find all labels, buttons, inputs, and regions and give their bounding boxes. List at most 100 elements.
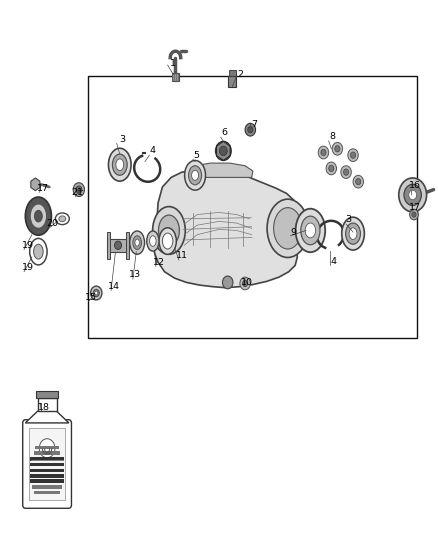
Ellipse shape <box>296 209 325 252</box>
Ellipse shape <box>152 207 185 254</box>
Polygon shape <box>31 178 40 191</box>
Text: 11: 11 <box>176 252 188 261</box>
Text: 17: 17 <box>409 203 421 212</box>
Circle shape <box>223 276 233 289</box>
Ellipse shape <box>30 204 47 228</box>
Bar <box>32 486 62 489</box>
Polygon shape <box>154 170 298 288</box>
Ellipse shape <box>109 148 131 181</box>
Bar <box>36 391 58 398</box>
Ellipse shape <box>147 231 159 251</box>
Text: 10: 10 <box>241 278 253 287</box>
Ellipse shape <box>162 233 173 249</box>
Bar <box>30 474 64 478</box>
Text: 18: 18 <box>38 402 50 411</box>
Circle shape <box>73 183 85 197</box>
Circle shape <box>350 152 356 158</box>
Circle shape <box>353 175 364 188</box>
Ellipse shape <box>95 291 98 295</box>
Circle shape <box>115 241 121 249</box>
Ellipse shape <box>301 216 320 245</box>
Text: 21: 21 <box>71 188 84 197</box>
Text: 2: 2 <box>237 70 243 79</box>
Polygon shape <box>126 232 129 259</box>
Text: 7: 7 <box>252 120 258 129</box>
Bar <box>228 76 237 87</box>
Circle shape <box>215 141 231 160</box>
Polygon shape <box>25 411 69 423</box>
Bar <box>30 479 64 483</box>
Text: 8: 8 <box>329 132 335 141</box>
Circle shape <box>412 212 416 217</box>
Circle shape <box>410 209 418 220</box>
Circle shape <box>404 184 421 206</box>
Circle shape <box>245 123 255 136</box>
Text: 3: 3 <box>119 135 125 144</box>
Text: 5: 5 <box>193 151 199 160</box>
Circle shape <box>76 186 82 193</box>
Ellipse shape <box>346 223 360 244</box>
Text: 16: 16 <box>409 181 421 190</box>
Ellipse shape <box>113 154 127 175</box>
Circle shape <box>335 146 340 152</box>
Circle shape <box>328 165 334 172</box>
Circle shape <box>321 149 326 156</box>
Bar <box>88 76 417 338</box>
Ellipse shape <box>135 239 139 246</box>
Ellipse shape <box>185 160 205 190</box>
Bar <box>29 428 65 500</box>
Text: 19: 19 <box>21 241 33 250</box>
Bar <box>30 457 64 461</box>
Ellipse shape <box>35 211 42 222</box>
Ellipse shape <box>150 236 156 246</box>
Bar <box>35 446 59 449</box>
Ellipse shape <box>93 289 99 297</box>
Circle shape <box>240 277 251 290</box>
Text: 1: 1 <box>170 60 177 68</box>
Ellipse shape <box>188 166 201 185</box>
Circle shape <box>219 146 227 156</box>
Text: 6: 6 <box>221 128 227 138</box>
FancyBboxPatch shape <box>23 419 71 508</box>
Bar <box>173 74 180 81</box>
Ellipse shape <box>133 236 141 249</box>
Polygon shape <box>188 163 253 177</box>
Text: 19: 19 <box>21 263 33 272</box>
Ellipse shape <box>91 286 102 300</box>
Polygon shape <box>107 239 129 252</box>
Circle shape <box>409 190 417 200</box>
Text: 14: 14 <box>108 281 120 290</box>
Text: 15: 15 <box>85 293 97 302</box>
Bar <box>229 70 236 76</box>
Text: 4: 4 <box>330 257 336 265</box>
Text: 20: 20 <box>47 219 59 228</box>
Ellipse shape <box>25 197 51 235</box>
Text: 13: 13 <box>129 270 141 279</box>
Polygon shape <box>107 232 110 259</box>
Ellipse shape <box>34 244 43 259</box>
Ellipse shape <box>159 215 180 246</box>
Circle shape <box>326 162 336 175</box>
Circle shape <box>343 169 349 175</box>
Ellipse shape <box>159 228 177 254</box>
Text: 17: 17 <box>37 183 49 192</box>
Circle shape <box>332 142 343 155</box>
Bar <box>34 491 60 495</box>
Bar <box>30 463 64 466</box>
Ellipse shape <box>191 170 198 180</box>
Circle shape <box>39 439 55 458</box>
Bar <box>34 451 60 455</box>
Circle shape <box>399 178 427 212</box>
Bar <box>38 398 57 411</box>
Ellipse shape <box>274 208 302 249</box>
Circle shape <box>318 146 328 159</box>
Circle shape <box>341 166 351 179</box>
Text: 4: 4 <box>150 147 156 156</box>
Ellipse shape <box>116 159 124 171</box>
Bar <box>30 469 64 472</box>
Circle shape <box>348 149 358 161</box>
Text: 9: 9 <box>291 228 297 237</box>
Ellipse shape <box>55 213 69 224</box>
Circle shape <box>248 126 253 133</box>
Circle shape <box>243 280 248 287</box>
